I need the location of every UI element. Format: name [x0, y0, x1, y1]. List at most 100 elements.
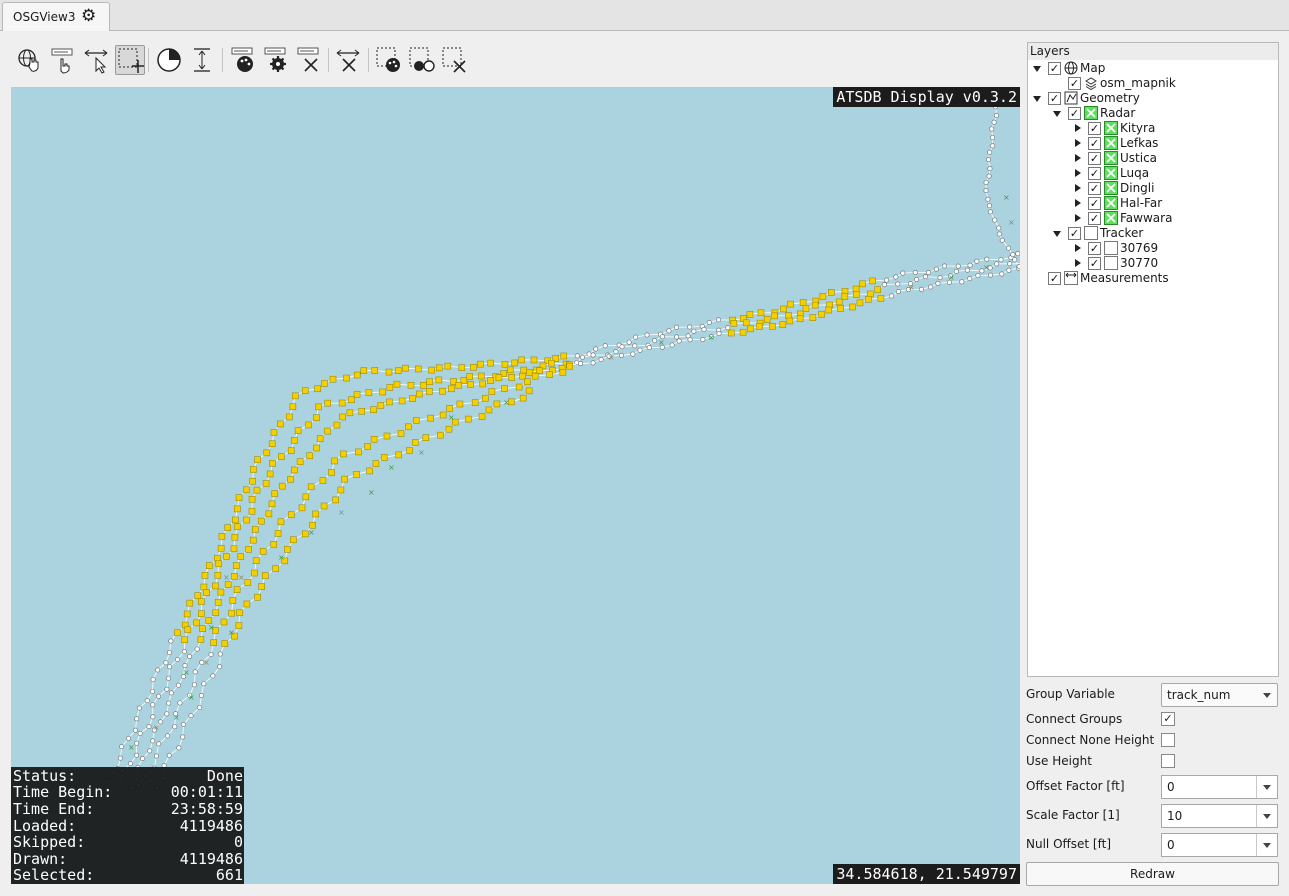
expand-arrow-icon[interactable] [1033, 96, 1041, 102]
group-variable-select[interactable]: track_num [1161, 683, 1278, 707]
expand-arrow-icon[interactable] [1033, 66, 1041, 72]
geometry-icon [1064, 91, 1078, 105]
measure-clear-button[interactable] [334, 45, 364, 75]
navigate-tool-button[interactable] [15, 45, 45, 75]
selected-track-point [859, 280, 866, 288]
layer-checkbox[interactable]: ✓ [1088, 122, 1101, 135]
expand-arrow-icon[interactable] [1053, 231, 1061, 237]
track-point [946, 279, 952, 285]
selected-track-point [307, 483, 315, 491]
layers-tree[interactable]: ✓ Map ✓ osm_mapnik ✓ Geometry ✓ Radar ✓ Kityra ✓ Le… [1027, 60, 1279, 677]
selected-track-point [539, 362, 547, 370]
layer-checkbox[interactable]: ✓ [1068, 227, 1081, 240]
offset-factor-input[interactable]: 0 [1161, 775, 1278, 799]
layer-item[interactable]: ✓ Map [1028, 61, 1276, 76]
toolbar-separator [222, 48, 223, 72]
null-offset-input[interactable]: 0 [1161, 833, 1278, 857]
layer-item[interactable]: ✓ Measurements [1028, 271, 1276, 286]
layer-checkbox[interactable]: ✓ [1048, 272, 1061, 285]
select-rect-add-tool-button[interactable] [115, 45, 145, 75]
collapse-arrow-icon[interactable] [1075, 124, 1081, 132]
connect-groups-checkbox[interactable]: ✓ [1161, 712, 1175, 726]
track-point [1016, 264, 1020, 270]
connect-none-height-checkbox[interactable] [1161, 733, 1175, 747]
layer-checkbox[interactable]: ✓ [1088, 152, 1101, 165]
map-view[interactable]: × × × × × × × × × × × × × × × × × × × × × × × × × × ATSDB Display… [11, 87, 1020, 884]
layer-item[interactable]: ✓ Luqa [1028, 166, 1276, 181]
layer-item[interactable]: ✓ Radar [1028, 106, 1276, 121]
layer-checkbox[interactable]: ✓ [1088, 137, 1101, 150]
selected-track-point [460, 376, 468, 384]
time-filter-button[interactable] [154, 45, 184, 75]
selected-track-point [487, 377, 494, 384]
redraw-button[interactable]: Redraw [1026, 862, 1279, 886]
layer-item[interactable]: ✓ Dingli [1028, 181, 1276, 196]
height-filter-button[interactable] [187, 45, 217, 75]
measure-pointer-icon [84, 49, 108, 74]
layer-item[interactable]: ✓ Ustica [1028, 151, 1276, 166]
layer-item[interactable]: ✓ 30769 [1028, 241, 1276, 256]
collapse-arrow-icon[interactable] [1075, 154, 1081, 162]
chevron-down-icon[interactable] [1263, 843, 1271, 848]
collapse-arrow-icon[interactable] [1075, 259, 1081, 267]
selected-track-point [306, 452, 314, 460]
layer-checkbox[interactable]: ✓ [1068, 107, 1081, 120]
label-clear-button[interactable] [294, 45, 324, 75]
layer-item[interactable]: ✓ Hal-Far [1028, 196, 1276, 211]
selected-track-point [482, 394, 489, 402]
gear-icon[interactable]: ⚙ [81, 6, 97, 26]
collapse-arrow-icon[interactable] [1075, 139, 1081, 147]
layer-checkbox[interactable]: ✓ [1088, 182, 1101, 195]
selected-track-point [301, 387, 309, 395]
layer-checkbox[interactable]: ✓ [1088, 197, 1101, 210]
collapse-arrow-icon[interactable] [1075, 199, 1081, 207]
chevron-down-icon[interactable] [1263, 814, 1271, 819]
layer-item[interactable]: ✓ 30770 [1028, 256, 1276, 271]
track-point [666, 328, 672, 334]
layer-item[interactable]: ✓ Tracker [1028, 226, 1276, 241]
selected-track-point [214, 554, 221, 562]
layer-item[interactable]: ✓ Fawwara [1028, 211, 1276, 226]
track-point [1006, 245, 1012, 251]
selection-clear-button[interactable] [440, 45, 470, 75]
selected-track-point [234, 523, 241, 531]
layer-checkbox[interactable]: ✓ [1088, 167, 1101, 180]
track-point [996, 225, 1002, 231]
scale-factor-input[interactable]: 10 [1161, 804, 1278, 828]
selected-track-point [525, 387, 533, 395]
use-height-checkbox[interactable] [1161, 754, 1175, 768]
label-tool-button[interactable] [48, 45, 78, 75]
collapse-arrow-icon[interactable] [1075, 169, 1081, 177]
label-color-button[interactable] [228, 45, 258, 75]
radar-plot-mark: × [1003, 193, 1010, 202]
layer-checkbox[interactable]: ✓ [1048, 62, 1061, 75]
track-point [708, 334, 714, 340]
selected-track-point [290, 437, 298, 444]
layer-item[interactable]: ✓ osm_mapnik [1028, 76, 1276, 91]
tab-osgview3[interactable]: OSGView3 ⚙ [2, 2, 110, 31]
selected-track-point [818, 310, 825, 318]
expand-arrow-icon[interactable] [1053, 111, 1061, 117]
track-point [999, 237, 1005, 243]
selected-track-point [231, 533, 239, 541]
selected-track-point [853, 291, 860, 298]
layer-checkbox[interactable]: ✓ [1068, 77, 1081, 90]
collapse-arrow-icon[interactable] [1075, 214, 1081, 222]
layer-item[interactable]: ✓ Geometry [1028, 91, 1276, 106]
layer-checkbox[interactable]: ✓ [1048, 92, 1061, 105]
radar-plot-mark: × [308, 528, 315, 537]
chevron-down-icon[interactable] [1263, 785, 1271, 790]
measure-select-tool-button[interactable] [82, 45, 112, 75]
layer-checkbox[interactable]: ✓ [1088, 242, 1101, 255]
selection-invert-button[interactable] [407, 45, 437, 75]
layer-checkbox[interactable]: ✓ [1088, 257, 1101, 270]
selected-track-point [488, 388, 496, 395]
layer-item[interactable]: ✓ Lefkas [1028, 136, 1276, 151]
track-point [983, 179, 989, 185]
label-settings-button[interactable] [261, 45, 291, 75]
selection-color-button[interactable] [374, 45, 404, 75]
collapse-arrow-icon[interactable] [1075, 184, 1081, 192]
layer-checkbox[interactable]: ✓ [1088, 212, 1101, 225]
collapse-arrow-icon[interactable] [1075, 244, 1081, 252]
layer-item[interactable]: ✓ Kityra [1028, 121, 1276, 136]
